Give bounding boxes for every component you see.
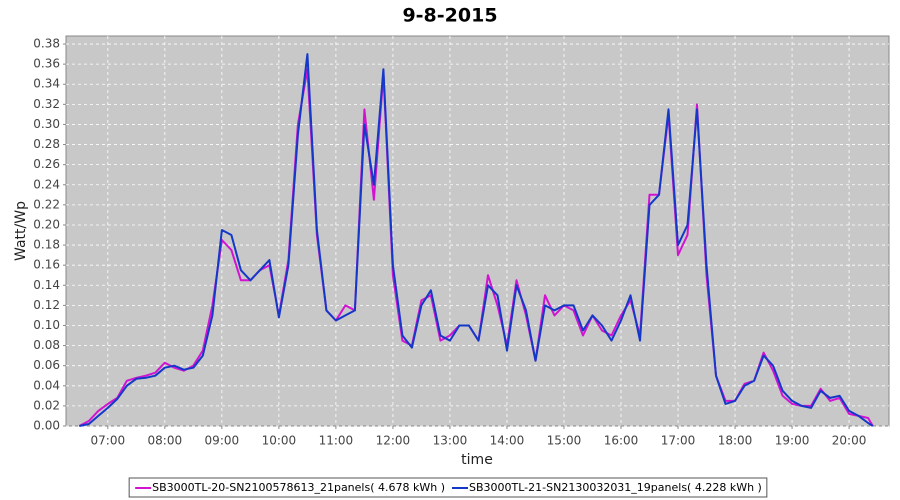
- y-tick-label: 0.08: [33, 338, 60, 352]
- y-tick-label: 0.32: [33, 97, 60, 111]
- y-tick-label: 0.24: [33, 177, 60, 191]
- y-tick-label: 0.34: [33, 77, 60, 91]
- x-tick-label: 20:00: [832, 434, 867, 448]
- y-tick-label: 0.36: [33, 57, 60, 71]
- x-tick-label: 13:00: [433, 434, 468, 448]
- y-tick-label: 0.02: [33, 398, 60, 412]
- series-line: [79, 53, 874, 427]
- x-tick-label: 17:00: [661, 434, 696, 448]
- y-tick-label: 0.16: [33, 258, 60, 272]
- y-tick-label: 0.06: [33, 358, 60, 372]
- y-tick-label: 0.28: [33, 137, 60, 151]
- y-tick-label: 0.26: [33, 157, 60, 171]
- x-tick-label: 07:00: [91, 434, 126, 448]
- x-axis-label: time: [461, 452, 493, 468]
- y-tick-label: 0.12: [33, 298, 60, 312]
- chart-title: 9-8-2015: [402, 5, 497, 27]
- y-tick-label: 0.20: [33, 217, 60, 231]
- y-tick-label: 0.00: [33, 419, 60, 433]
- x-tick-label: 19:00: [775, 434, 810, 448]
- y-tick-label: 0.14: [33, 278, 60, 292]
- y-tick-label: 0.04: [33, 378, 60, 392]
- x-tick-label: 08:00: [148, 434, 183, 448]
- legend: SB3000TL-20-SN2100578613_21panels( 4.678…: [128, 477, 768, 498]
- y-tick-label: 0.30: [33, 117, 60, 131]
- x-tick-label: 11:00: [319, 434, 354, 448]
- plot-area: [65, 35, 890, 427]
- x-tick-label: 15:00: [547, 434, 582, 448]
- legend-label: SB3000TL-20-SN2100578613_21panels( 4.678…: [152, 481, 445, 494]
- x-tick-label: 10:00: [262, 434, 297, 448]
- legend-box: [128, 477, 768, 498]
- y-tick-label: 0.38: [33, 37, 60, 51]
- x-tick-label: 16:00: [604, 434, 639, 448]
- y-tick-label: 0.22: [33, 197, 60, 211]
- x-tick-label: 14:00: [490, 434, 525, 448]
- legend-label: SB3000TL-21-SN2130032031_19panels( 4.228…: [469, 481, 762, 494]
- y-tick-label: 0.10: [33, 318, 60, 332]
- x-tick-label: 09:00: [205, 434, 240, 448]
- x-tick-label: 12:00: [376, 434, 411, 448]
- y-tick-label: 0.18: [33, 238, 60, 252]
- x-tick-label: 18:00: [718, 434, 753, 448]
- y-axis-label: Watt/Wp: [13, 201, 29, 261]
